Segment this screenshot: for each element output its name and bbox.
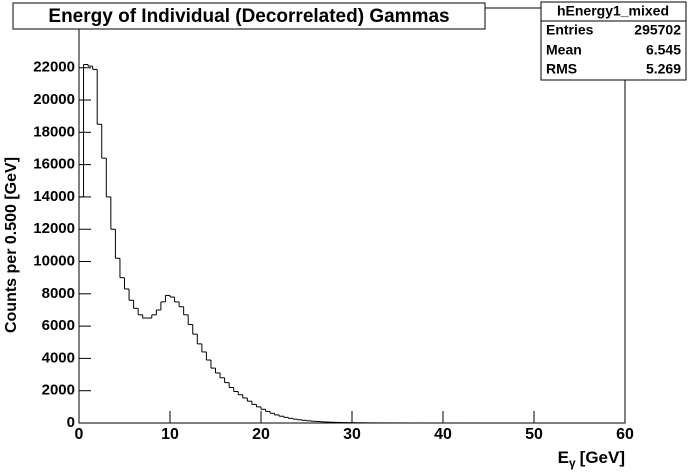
y-tick-label: 22000 [33,59,75,76]
x-tick-label: 20 [252,426,270,443]
y-tick-label: 20000 [33,91,75,108]
x-axis-label: Eγ [GeV] [558,448,625,470]
y-tick-label: 14000 [33,188,75,205]
y-tick-label: 8000 [42,285,75,302]
x-tick-label: 60 [616,426,634,443]
stats-box [540,1,687,81]
y-axis-label: Counts per 0.500 [GeV] [3,157,20,333]
chart-title: Energy of Individual (Decorrelated) Gamm… [48,6,449,27]
y-tick-label: 12000 [33,220,75,237]
x-tick-label: 0 [75,426,84,443]
y-tick-label: 2000 [42,382,75,399]
stats-value: 295702 [634,22,681,38]
x-tick-label: 30 [343,426,361,443]
x-label-sub: γ [569,456,576,470]
stats-value: 6.545 [646,42,681,58]
y-tick-label: 4000 [42,349,75,366]
y-tick-label: 18000 [33,123,75,140]
x-label-main: E [558,448,569,467]
stats-key: Mean [546,42,582,58]
stats-key: Entries [546,22,594,38]
x-tick-label: 10 [161,426,179,443]
x-label-unit: [GeV] [580,448,625,467]
y-tick-label: 6000 [42,317,75,334]
x-tick-label: 40 [434,426,452,443]
y-tick-label: 10000 [33,252,75,269]
y-tick-label: 16000 [33,156,75,173]
stats-title: hEnergy1_mixed [557,3,669,19]
title-box [12,2,486,30]
y-tick-label: 0 [67,414,75,431]
x-tick-label: 50 [525,426,543,443]
stats-value: 5.269 [646,61,681,77]
stats-key: RMS [546,61,577,77]
